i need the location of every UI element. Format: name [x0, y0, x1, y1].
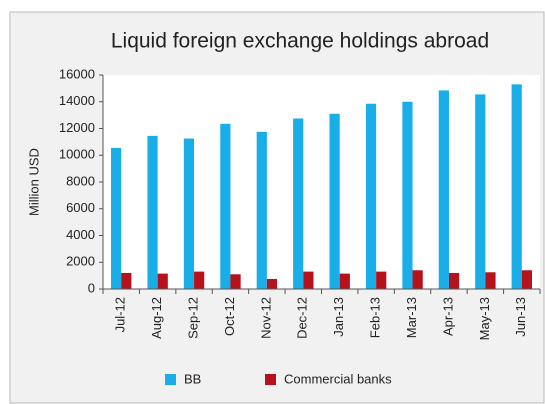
bar [511, 84, 522, 289]
x-tick-label: May-13 [477, 297, 492, 340]
bar [194, 271, 205, 289]
bar [365, 103, 377, 289]
bar [183, 138, 195, 289]
y-tick-label: 4000 [66, 227, 95, 242]
plot-area [103, 75, 540, 289]
legend-swatch [265, 374, 276, 385]
bar [376, 271, 387, 289]
bar [339, 273, 350, 289]
bar [438, 90, 449, 289]
y-tick-label: 10000 [59, 147, 95, 162]
bar [256, 131, 267, 289]
chart-title: Liquid foreign exchange holdings abroad [111, 30, 489, 53]
x-tick-label: Nov-12 [258, 297, 273, 339]
bar [303, 271, 314, 289]
x-tick-label: Feb-13 [368, 297, 383, 338]
x-tick-label: Mar-13 [404, 297, 419, 338]
bar [230, 274, 241, 289]
y-tick-label: 6000 [66, 200, 95, 215]
bar [402, 101, 413, 289]
bar [448, 272, 460, 289]
y-tick-label: 2000 [66, 254, 95, 269]
x-tick-label: Jul-12 [113, 297, 128, 332]
legend-swatch [165, 374, 176, 385]
x-tick-label: Jan-13 [331, 297, 346, 337]
y-tick-label: 14000 [59, 93, 95, 108]
x-tick-label: Dec-12 [295, 297, 310, 339]
bar [111, 147, 122, 289]
bar [293, 118, 304, 289]
x-tick-label: Sep-12 [185, 297, 200, 339]
y-tick-label: 12000 [59, 120, 95, 135]
legend-label: Commercial banks [284, 371, 392, 386]
legend-label: BB [184, 371, 201, 386]
bar [412, 270, 423, 289]
x-tick-label: Oct-12 [222, 297, 237, 336]
bar [220, 123, 231, 289]
y-tick-label: 8000 [66, 173, 95, 188]
bar [121, 272, 132, 289]
x-tick-label: Apr-13 [440, 297, 455, 336]
y-tick-label: 16000 [59, 66, 95, 81]
bar [485, 272, 496, 289]
y-tick-label: 0 [88, 280, 95, 295]
x-tick-label: Jun-13 [513, 297, 528, 337]
bar [329, 113, 340, 289]
bar [157, 273, 168, 289]
bar [475, 94, 486, 289]
bar [521, 270, 532, 289]
y-axis-label: Million USD [26, 148, 41, 216]
x-tick-label: Aug-12 [149, 297, 164, 339]
bar [266, 278, 278, 289]
bar [147, 135, 158, 289]
